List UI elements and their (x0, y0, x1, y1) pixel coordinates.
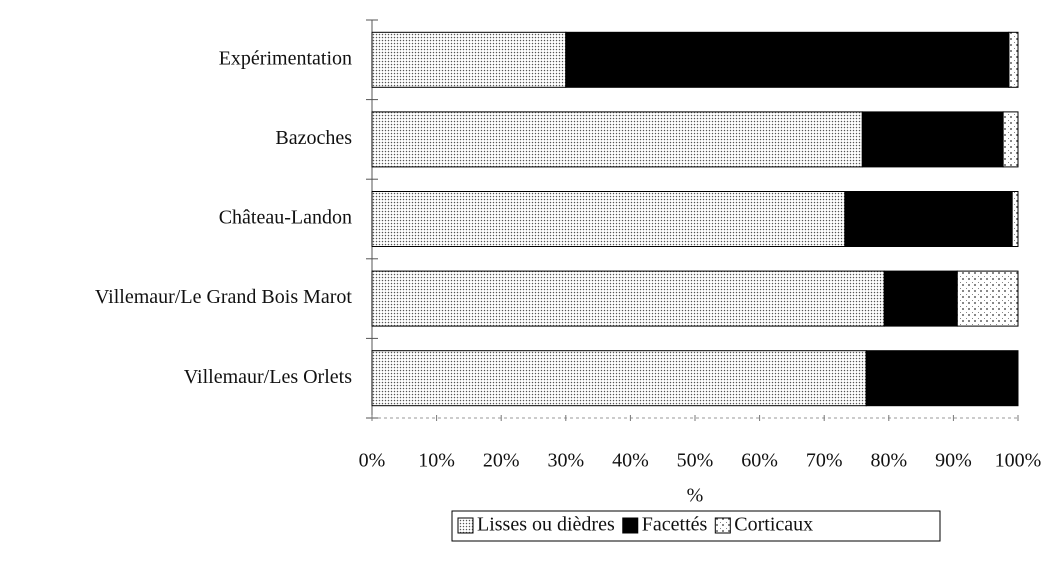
bar-segment (565, 31, 1010, 88)
y-tick-label: Villemaur/Le Grand Bois Marot (95, 286, 353, 308)
x-tick-label: 100% (995, 450, 1042, 472)
bar-segment (1002, 111, 1019, 168)
x-tick-label: 90% (935, 450, 972, 472)
legend-swatch (457, 517, 474, 534)
x-tick-label: 40% (612, 450, 649, 472)
legend-box (451, 510, 941, 542)
bar-segment (371, 111, 863, 168)
x-tick-label: 60% (741, 450, 778, 472)
legend: Lisses ou dièdres Facettés Corticaux (451, 510, 941, 542)
legend-swatch (714, 517, 731, 534)
y-tick-label: Villemaur/Les Orlets (184, 366, 352, 388)
bar-segment (883, 270, 958, 327)
bar-segment (371, 350, 867, 407)
legend-swatch (622, 517, 639, 534)
y-tick-label: Bazoches (275, 127, 352, 149)
x-tick-label: 70% (806, 450, 843, 472)
bar-segment (865, 350, 1019, 407)
x-tick-label: 20% (483, 450, 520, 472)
x-tick-label: 10% (418, 450, 455, 472)
legend-label: Facettés (642, 514, 708, 536)
y-tick-label: Expérimentation (219, 47, 352, 69)
x-tick-label: 80% (870, 450, 907, 472)
bar-segment (371, 31, 567, 88)
x-tick-label: 30% (547, 450, 584, 472)
bar-segment (844, 191, 1013, 247)
x-axis-label: % (687, 485, 704, 507)
bar-segment (371, 270, 885, 327)
bar-segment (861, 111, 1004, 168)
bar-segment (371, 191, 846, 247)
bar-segment (956, 270, 1019, 327)
bar-segment (1011, 191, 1019, 247)
x-tick-label: 0% (359, 450, 386, 472)
legend-label: Lisses ou dièdres (477, 514, 615, 536)
x-tick-label: 50% (677, 450, 714, 472)
legend-label: Corticaux (734, 514, 813, 536)
y-tick-label: Château-Landon (219, 207, 352, 229)
bar-segment (1008, 31, 1019, 88)
